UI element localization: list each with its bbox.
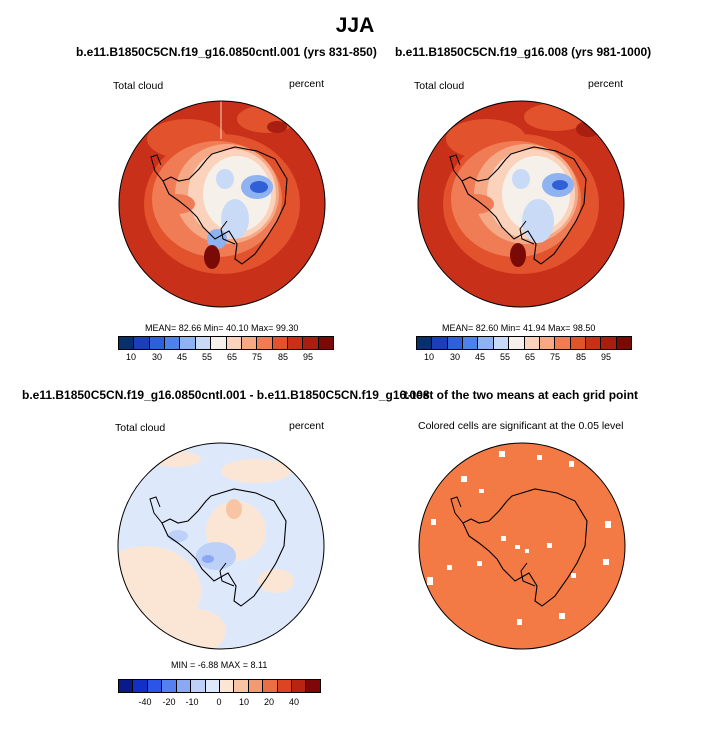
panel3-variable-label: Total cloud: [115, 422, 166, 434]
panel1-tick: 85: [277, 352, 289, 362]
panel2-tick: 30: [449, 352, 461, 362]
panel3-units-label: percent: [289, 420, 325, 432]
panel1-tick: 45: [176, 352, 188, 362]
panel1-tick: 95: [302, 352, 314, 362]
panel1-units-label: percent: [289, 78, 325, 90]
panel4-subtitle: Colored cells are significant at the 0.0…: [418, 420, 624, 432]
panel2-tick: 85: [575, 352, 587, 362]
panel2-tick: 45: [474, 352, 486, 362]
panel2-variable-label: Total cloud: [414, 80, 465, 92]
panel2-tick: 55: [499, 352, 511, 362]
panel3-tick: -10: [185, 697, 199, 707]
panel1-tick: 55: [201, 352, 213, 362]
panel1-tick: 75: [251, 352, 263, 362]
panel3-tick: -40: [138, 697, 152, 707]
panel2-tick: 95: [600, 352, 612, 362]
panel1-statistics: MEAN= 82.66 Min= 40.10 Max= 99.30: [145, 323, 299, 333]
panel3-tick: -20: [162, 697, 176, 707]
panel1-tick: 65: [226, 352, 238, 362]
panel2-units-label: percent: [588, 78, 624, 90]
panel1-tick: 30: [151, 352, 163, 362]
panel2-statistics: MEAN= 82.60 Min= 41.94 Max= 98.50: [442, 323, 596, 333]
panel1-title: b.e11.B1850C5CN.f19_g16.0850cntl.001 (yr…: [76, 45, 377, 59]
panel4-title: t-test of the two means at each grid poi…: [404, 388, 639, 402]
panel1-polar-map: [118, 100, 326, 308]
panel4-polar-map: [418, 442, 626, 650]
panel2-tick: 75: [549, 352, 561, 362]
panel1-tick: 10: [125, 352, 137, 362]
panel2-tick: 10: [423, 352, 435, 362]
panel3-tick: 0: [216, 697, 222, 707]
panel1-colorbar: [118, 336, 334, 350]
panel3-title: b.e11.B1850C5CN.f19_g16.0850cntl.001 - b…: [22, 388, 430, 402]
panel2-polar-map: [417, 100, 625, 308]
panel3-polar-map: [117, 442, 325, 650]
panel2-title: b.e11.B1850C5CN.f19_g16.008 (yrs 981-100…: [395, 45, 652, 59]
panel3-tick: 40: [288, 697, 300, 707]
panel2-colorbar: [416, 336, 632, 350]
panel3-tick: 20: [263, 697, 275, 707]
panel1-variable-label: Total cloud: [113, 80, 164, 92]
panel3-colorbar: [118, 679, 321, 693]
panel2-tick: 65: [524, 352, 536, 362]
panel3-tick: 10: [238, 697, 250, 707]
panel3-statistics: MIN = -6.88 MAX = 8.11: [171, 660, 268, 670]
main-title: JJA: [335, 14, 375, 37]
